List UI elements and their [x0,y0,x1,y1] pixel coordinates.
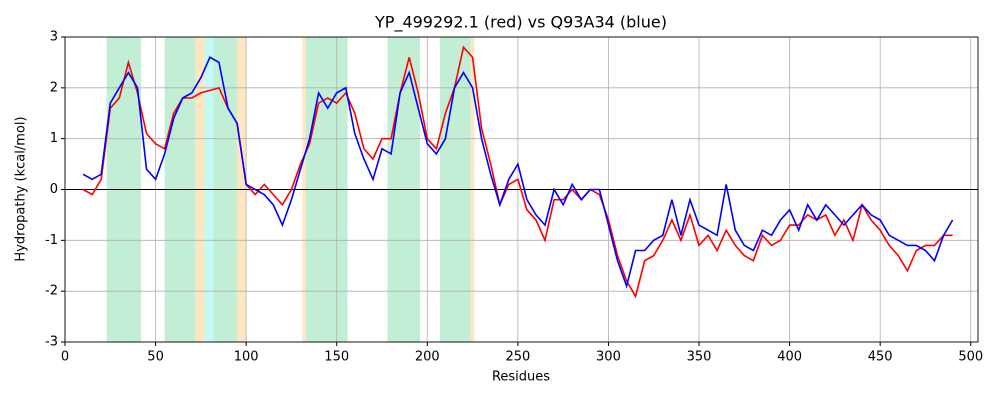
y-axis-label: Hydropathy (kcal/mol) [14,116,29,261]
x-tick-label: 300 [596,350,621,365]
y-tick-label: 3 [50,30,58,45]
chart-title: YP_499292.1 (red) vs Q93A34 (blue) [374,13,667,33]
y-tick-label: -3 [45,335,58,350]
x-tick-label: 200 [415,350,440,365]
y-tick-label: -1 [45,233,58,248]
y-tick-label: -2 [45,284,58,299]
x-tick-label: 50 [147,350,164,365]
plot-frame [64,36,979,343]
y-tick-label: 0 [50,182,58,197]
x-tick-label: 100 [234,350,259,365]
x-tick-label: 450 [868,350,893,365]
x-tick-label: 500 [958,350,983,365]
series-line [82,56,954,289]
y-tick-label: 2 [50,80,58,95]
x-tick-label: 350 [687,350,712,365]
x-axis-label: Residues [492,370,550,385]
x-tick-label: 150 [324,350,349,365]
x-tick-label: 400 [777,350,802,365]
y-tick-label: 1 [50,131,58,146]
x-tick-label: 250 [505,350,530,365]
x-tick-label: 0 [61,350,69,365]
